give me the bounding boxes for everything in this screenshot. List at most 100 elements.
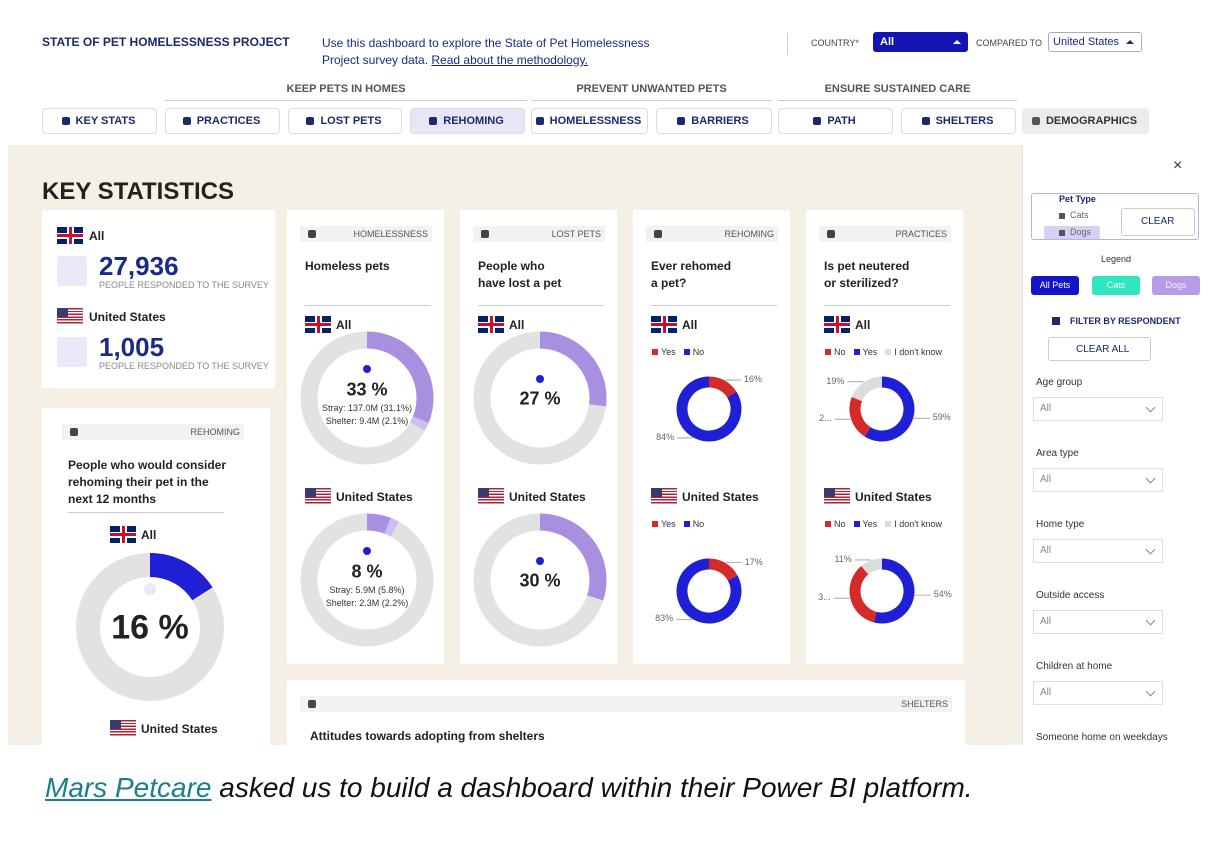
methodology-link[interactable]: Read about the methodology.	[431, 53, 588, 67]
flag-us	[824, 488, 850, 505]
tab-label[interactable]: SHELTERS	[935, 115, 994, 127]
icon	[308, 230, 316, 238]
group-rule	[165, 100, 527, 101]
slicer-title: Pet Type	[1059, 194, 1096, 204]
checkbox	[1059, 213, 1065, 219]
data-label: 59%	[932, 412, 951, 423]
tab-label[interactable]: BARRIERS	[691, 115, 749, 127]
icon	[429, 117, 438, 125]
clear-label[interactable]: CLEAR	[1141, 216, 1175, 227]
tab-label[interactable]: KEY STATS	[75, 115, 136, 127]
legend-chip-label[interactable]: All Pets	[1039, 280, 1071, 290]
filter-value[interactable]: All	[1040, 403, 1052, 414]
card	[287, 210, 444, 664]
tab-label[interactable]: PATH	[827, 115, 856, 127]
gauge-label: 30 %	[519, 570, 561, 591]
slicer-option[interactable]: Cats	[1070, 210, 1089, 220]
tag-bar	[300, 226, 432, 242]
country-name: All	[336, 318, 352, 332]
tab-label[interactable]: PRACTICES	[196, 115, 261, 127]
nav-tab[interactable]	[656, 108, 772, 134]
flag-uk	[651, 316, 677, 333]
gauge-detail: Stray: 137.0M (31.1%)	[321, 403, 413, 413]
filter-value[interactable]: All	[1040, 474, 1052, 485]
data-label: 3...	[818, 592, 831, 603]
flag-uk	[824, 316, 850, 333]
legend-label: I don't know	[894, 519, 942, 529]
caption-link[interactable]: Mars Petcare	[45, 772, 212, 803]
card-title: People who have lost a pet	[478, 259, 562, 290]
tab-label[interactable]: REHOMING	[443, 115, 504, 127]
tab-label[interactable]: LOST PETS	[320, 115, 382, 127]
legend-chip[interactable]	[1092, 276, 1140, 295]
filter-value[interactable]: All	[1040, 687, 1052, 698]
nav-tab[interactable]	[531, 108, 648, 134]
nav-group: ENSURE SUSTAINED CARE	[824, 83, 971, 95]
filter-dropdown[interactable]	[1033, 468, 1163, 492]
legend-label: Yes	[661, 519, 676, 529]
compared-dropdown[interactable]	[1048, 32, 1142, 52]
icon	[182, 117, 191, 125]
data-label: 19%	[826, 375, 845, 386]
nav-tab[interactable]	[778, 108, 893, 134]
filter-title: FILTER BY RESPONDENT	[1070, 316, 1181, 326]
icon	[57, 256, 87, 286]
flag-us	[305, 488, 331, 505]
card-tag: LOST PETS	[551, 229, 601, 239]
country-dropdown[interactable]	[873, 32, 968, 52]
data-label: 16%	[743, 374, 762, 385]
filter-label: Outside access	[1036, 590, 1105, 601]
icon	[70, 428, 78, 436]
filter-label: Age group	[1036, 377, 1083, 388]
clear-button[interactable]	[1121, 208, 1195, 236]
icon	[306, 117, 315, 125]
card	[287, 680, 965, 745]
filter-dropdown[interactable]	[1033, 539, 1163, 563]
separator	[824, 305, 950, 306]
slicer-option[interactable]: Dogs	[1070, 227, 1092, 237]
description-text: Use this dashboard to explore the State …	[322, 36, 650, 67]
nav-tab[interactable]	[901, 108, 1016, 134]
country-name: United States	[855, 490, 932, 504]
clear-all-label[interactable]: CLEAR ALL	[1076, 344, 1130, 355]
legend-swatch	[825, 521, 831, 527]
legend-label: I don't know	[894, 347, 942, 357]
legend-chip-label[interactable]: Dogs	[1165, 280, 1187, 290]
divider	[787, 33, 788, 55]
tab-label[interactable]: DEMOGRAPHICS	[1045, 115, 1138, 127]
nav-tab[interactable]	[410, 108, 525, 134]
respondent-caption: PEOPLE RESPONDED TO THE SURVEY	[99, 280, 269, 290]
filter-value[interactable]: All	[1040, 616, 1052, 627]
respondent-count: 27,936	[99, 251, 179, 281]
legend-label: No	[692, 347, 705, 357]
nav-tab[interactable]	[42, 108, 157, 134]
filter-value[interactable]: All	[1040, 545, 1052, 556]
icon	[144, 583, 156, 595]
card-tag: REHOMING	[724, 229, 775, 239]
data-label: 84%	[656, 431, 675, 442]
nav-tab[interactable]	[1022, 108, 1149, 134]
country-name: All	[509, 318, 525, 332]
icon	[536, 375, 544, 383]
app-title: STATE OF PET HOMELESSNESS PROJECT	[42, 35, 290, 49]
flag-us	[57, 308, 83, 325]
gauge-label: 16 %	[111, 608, 189, 647]
pet-type-slicer	[1031, 193, 1199, 240]
filter-dropdown[interactable]	[1033, 681, 1163, 705]
gauge-label: 33 %	[346, 379, 388, 400]
card-title: People who would consider rehoming their…	[68, 458, 227, 506]
legend-chip-label[interactable]: Cats	[1106, 280, 1126, 290]
country-name: United States	[141, 722, 218, 736]
legend-chip[interactable]	[1152, 276, 1200, 295]
legend-title: Legend	[1100, 254, 1132, 264]
clear-all-button[interactable]	[1048, 337, 1151, 361]
tab-label[interactable]: HOMELESSNESS	[549, 115, 642, 127]
country-name: United States	[336, 490, 413, 504]
legend-chip[interactable]	[1031, 276, 1079, 295]
filter-dropdown[interactable]	[1033, 397, 1163, 421]
card-tag: HOMELESSNESS	[353, 229, 428, 239]
filter-dropdown[interactable]	[1033, 610, 1163, 634]
filter-label: Children at home	[1036, 661, 1113, 672]
close-button[interactable]: ×	[1173, 157, 1183, 174]
